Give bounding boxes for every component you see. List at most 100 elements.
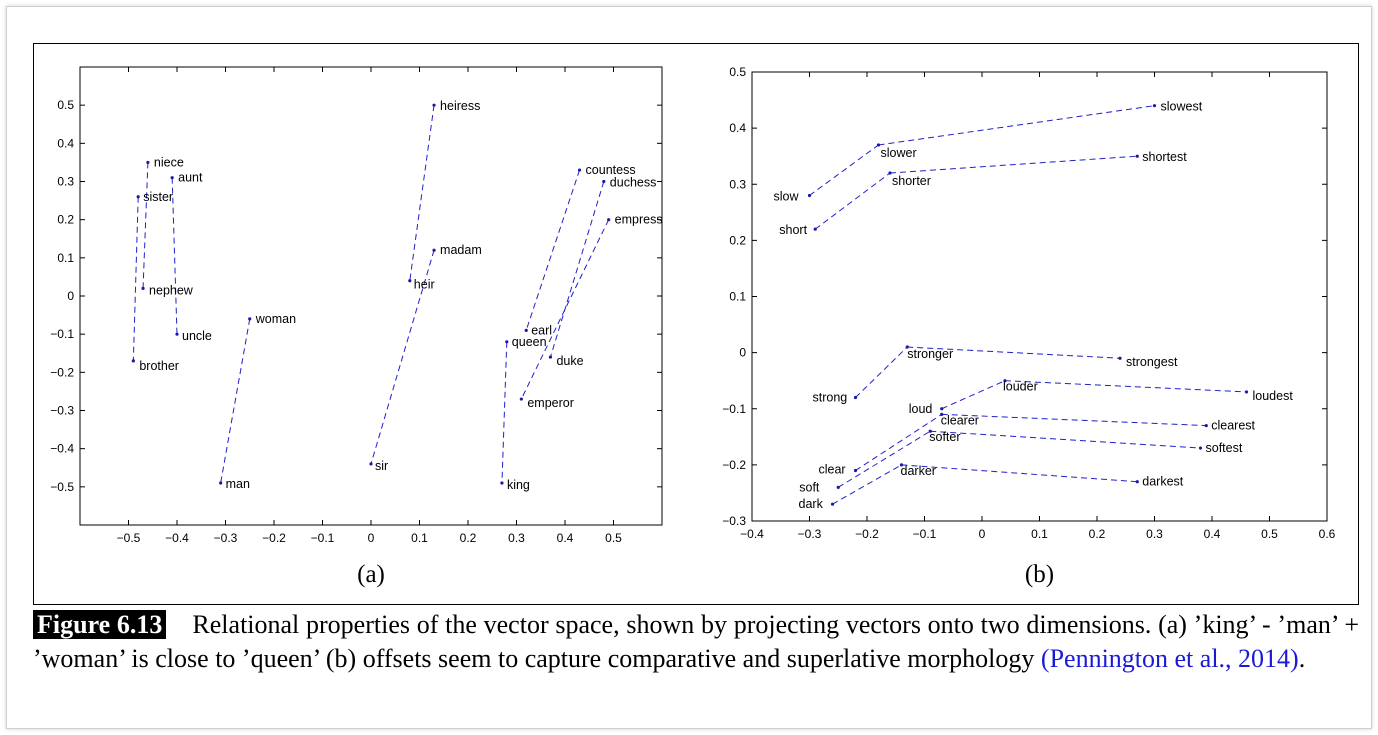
- y-tick-label: −0.5: [50, 480, 74, 494]
- y-tick-label: −0.2: [722, 458, 746, 472]
- x-tick-label: −0.3: [214, 531, 238, 545]
- point-duchess: [602, 179, 606, 184]
- label-darkest: darkest: [1142, 475, 1184, 489]
- label-sir: sir: [375, 459, 388, 473]
- label-strong: strong: [813, 391, 848, 405]
- label-softer: softer: [929, 430, 960, 444]
- relation-line-strong-stronger: [855, 346, 908, 398]
- label-king: king: [507, 478, 530, 492]
- point-short: [813, 227, 817, 231]
- point-slower: [876, 143, 881, 147]
- point-slowest: [1152, 104, 1157, 108]
- y-tick-label: 0.4: [57, 136, 74, 150]
- citation-link[interactable]: (Pennington et al., 2014): [1040, 644, 1299, 673]
- label-loud: loud: [909, 402, 933, 416]
- relation-line-niece-nephew: [142, 162, 149, 289]
- point-queen: [505, 340, 509, 344]
- label-queen: queen: [512, 335, 547, 349]
- point-louder: [1003, 379, 1007, 383]
- caption-period: .: [1298, 644, 1306, 673]
- label-sister: sister: [143, 190, 173, 204]
- y-tick-label: −0.1: [50, 327, 74, 341]
- point-softest: [1198, 446, 1203, 450]
- point-shorter: [888, 171, 892, 175]
- relation-line-softer-softest: [930, 430, 1201, 449]
- x-tick-label: 0: [979, 527, 986, 541]
- point-darker: [899, 463, 904, 467]
- x-tick-label: −0.1: [913, 527, 937, 541]
- relation-line-darker-darkest: [901, 464, 1138, 483]
- label-slow: slow: [774, 189, 800, 203]
- label-heir: heir: [414, 278, 435, 292]
- figure-box: [33, 43, 1359, 605]
- point-earl: [524, 328, 528, 332]
- label-loudest: loudest: [1253, 389, 1294, 403]
- caption-text: Relational properties of the vector spac…: [33, 610, 1359, 673]
- label-short: short: [779, 223, 807, 237]
- relation-line-queen-king: [501, 341, 508, 484]
- relation-line-empress-emperor: [520, 219, 610, 400]
- point-heiress: [432, 103, 436, 107]
- label-slowest: slowest: [1161, 100, 1203, 114]
- label-uncle: uncle: [182, 329, 212, 343]
- label-countess: countess: [586, 163, 636, 177]
- label-aunt: aunt: [178, 171, 203, 185]
- y-tick-label: −0.4: [50, 442, 74, 456]
- x-tick-label: 0.6: [1319, 527, 1336, 541]
- label-niece: niece: [154, 155, 184, 169]
- x-tick-label: −0.5: [117, 531, 141, 545]
- label-dark: dark: [799, 497, 824, 511]
- label-louder: louder: [1003, 380, 1038, 394]
- point-emperor: [519, 397, 523, 401]
- point-darkest: [1135, 480, 1139, 484]
- point-nephew: [141, 286, 145, 290]
- point-slow: [807, 193, 812, 198]
- subplot-label: (a): [357, 561, 385, 588]
- relation-line-louder-loudest: [1004, 380, 1247, 393]
- x-tick-label: 0.1: [1031, 527, 1048, 541]
- x-tick-label: 0.2: [1089, 527, 1106, 541]
- label-strongest: strongest: [1126, 355, 1178, 369]
- point-clearer: [940, 412, 944, 416]
- x-tick-label: −0.2: [855, 527, 879, 541]
- point-dark: [830, 502, 835, 506]
- x-tick-label: 0.3: [508, 531, 525, 545]
- label-soft: soft: [799, 480, 820, 494]
- relation-line-stronger-strongest: [907, 346, 1121, 359]
- label-nephew: nephew: [149, 283, 194, 297]
- point-empress: [607, 218, 611, 222]
- point-stronger: [905, 345, 909, 349]
- point-loudest: [1244, 390, 1249, 394]
- relation-line-aunt-uncle: [171, 177, 178, 335]
- point-clearest: [1204, 423, 1208, 428]
- figure-plots: −0.5 −0.4 −0.3 −0.2 −0.1 0 0.1 0.2 0.3 0.4 0.5 −0.5…: [50, 65, 1335, 588]
- label-earl: earl: [531, 323, 552, 337]
- point-woman: [248, 317, 252, 321]
- label-duchess: duchess: [610, 176, 657, 190]
- point-duke: [548, 355, 553, 359]
- figure-label: Figure 6.13: [33, 610, 167, 639]
- y-tick-label: −0.3: [50, 404, 74, 418]
- relation-line-slow-slower: [809, 144, 879, 196]
- subplot-b: −0.4 −0.3 −0.2 −0.1 0 0.1 0.2 0.3 0.4 0.5 0.6−0.3−…: [722, 65, 1335, 588]
- y-tick-label: 0.2: [57, 213, 74, 227]
- y-tick-label: 0: [739, 346, 746, 360]
- x-tick-label: −0.1: [311, 531, 335, 545]
- y-tick-label: 0.5: [729, 65, 746, 79]
- x-tick-label: 0.2: [460, 531, 477, 545]
- relation-line-clear-clearer: [855, 413, 943, 471]
- point-madam: [432, 248, 436, 252]
- relation-line-shorter-shortest: [889, 155, 1138, 174]
- label-woman: woman: [255, 312, 296, 326]
- point-man: [219, 481, 223, 485]
- label-clear: clear: [819, 462, 846, 476]
- subplot-a: −0.5 −0.4 −0.3 −0.2 −0.1 0 0.1 0.2 0.3 0.4 0.5 −0.5…: [50, 66, 663, 588]
- x-tick-label: 0.3: [1146, 527, 1163, 541]
- y-tick-label: −0.1: [722, 402, 746, 416]
- point-sir: [369, 462, 373, 466]
- label-shortest: shortest: [1142, 150, 1187, 164]
- point-strong: [853, 395, 858, 400]
- point-uncle: [175, 332, 179, 336]
- label-stronger: stronger: [907, 347, 953, 361]
- label-empress: empress: [615, 213, 663, 227]
